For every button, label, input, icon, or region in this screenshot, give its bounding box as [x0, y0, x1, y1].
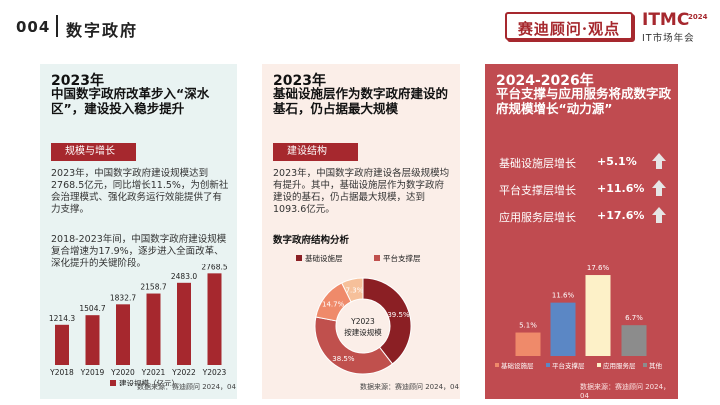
legend-swatch [296, 255, 302, 261]
legend-label: 应用服务层 [603, 361, 636, 370]
donut-center-label: Y2023 [350, 317, 375, 326]
legend-label: 建设规模（亿元） [119, 378, 179, 386]
growth-row-infrastructure: 基础设施层增长 +5.1% [499, 152, 669, 172]
growth-label: 应用服务层增长 [499, 211, 576, 224]
bar [585, 275, 611, 356]
legend-swatch [546, 363, 550, 367]
growth-label: 平台支撑层增长 [499, 184, 576, 197]
arrow-up-icon [651, 179, 667, 197]
brand-badge: 赛迪顾问·观点 [505, 12, 633, 40]
panel2-paragraph: 2023年，中国数字政府建设各层级规模均有提升。其中，基础设施层作为数字政府建设… [273, 168, 450, 215]
donut-slice [362, 277, 412, 365]
legend-swatch [495, 363, 499, 367]
panel3-year: 2024-2026年 [496, 73, 594, 89]
growth-value: +11.6% [597, 182, 645, 195]
x-tick-label: Y2019 [80, 368, 105, 377]
growth-value: +17.6% [597, 209, 645, 222]
panel1-tag: 规模与增长 [51, 143, 136, 161]
legend-label: 平台支撑层 [383, 253, 421, 263]
legend-swatch [374, 255, 380, 261]
legend-label: 平台支撑层 [552, 361, 585, 370]
slice-value-label: 7.3% [346, 286, 364, 294]
panel1-year: 2023年 [51, 73, 104, 89]
logo-year: 2024 [688, 13, 708, 21]
growth-bar-chart: 5.1% 11.6% 17.6% 6.7% 基础设施层 平台支撑层 应用服务层 其他 [495, 264, 663, 370]
panel1-headline: 中国数字政府改革步入“深水区”，建设投入稳步提升 [51, 86, 210, 116]
logo-subtitle: IT市场年会 [642, 33, 695, 44]
annual-scale-bar-chart: 1214.3 Y2018 1504.7 Y2019 1832.7 Y2020 2158.7 Y… [49, 264, 228, 386]
legend-swatch [110, 380, 116, 386]
panel-structure: 2023年 基础设施层作为数字政府建设的基石，仍占据最大规模 建设结构 2023… [262, 64, 460, 399]
panel2-year: 2023年 [273, 73, 326, 89]
bar-value-label: 17.6% [587, 264, 610, 272]
structure-chart-title: 数字政府结构分析 [273, 235, 350, 246]
bar-value-label: 2768.5 [201, 264, 227, 271]
panel-forecast: 2024-2026年 平台支撑与应用服务将成数字政府规模增长“动力源” 基础设施… [485, 64, 678, 400]
donut-center-label: 按建设规模 [344, 327, 382, 337]
bar-value-label: 1214.3 [49, 314, 75, 323]
bar [116, 304, 130, 365]
donut-slice [314, 316, 394, 375]
growth-value: +5.1% [597, 155, 637, 168]
bar-value-label: 6.7% [625, 314, 643, 322]
bar [177, 282, 191, 365]
legend-label: 其他 [649, 361, 663, 370]
donut-slice [341, 277, 364, 303]
page-header: 004 数字政府 赛迪顾问·观点 ITMC 2024 IT市场年会 [0, 0, 720, 48]
bar [85, 315, 100, 365]
panel1-paragraph-1: 2023年，中国数字政府建设规模达到2768.5亿元，同比增长11.5%，为创新… [51, 168, 229, 215]
legend-label: 基础设施层 [501, 361, 534, 370]
panel2-tag: 建设结构 [273, 143, 358, 161]
bar-value-label: 5.1% [519, 322, 537, 330]
page-title: 数字政府 [66, 21, 139, 40]
panel2-source: 数据来源：赛迪顾问 2024，04 [360, 383, 459, 391]
x-tick-label: Y2021 [141, 368, 166, 377]
bar [550, 302, 576, 356]
legend-label: 基础设施层 [305, 253, 343, 263]
slice-value-label: 38.5% [332, 355, 355, 363]
bar [207, 273, 222, 365]
x-tick-label: Y2022 [171, 368, 196, 377]
growth-label: 基础设施层增长 [499, 157, 576, 170]
x-tick-label: Y2023 [202, 368, 227, 377]
panel-scale-growth: 2023年 中国数字政府改革步入“深水区”，建设投入稳步提升 规模与增长 202… [40, 64, 237, 399]
brand-text: 赛迪顾问·观点 [517, 20, 621, 38]
bar [146, 293, 161, 365]
x-tick-label: Y2020 [110, 368, 135, 377]
growth-row-platform: 平台支撑层增长 +11.6% [499, 179, 669, 199]
bar [621, 325, 647, 356]
x-tick-label: Y2018 [49, 368, 74, 377]
bar [55, 324, 69, 365]
logo-word: ITMC [642, 10, 690, 30]
slice-value-label: 14.7% [322, 300, 345, 308]
slice-value-label: 39.5% [387, 311, 410, 319]
growth-row-application: 应用服务层增长 +17.6% [499, 206, 669, 226]
bar-value-label: 11.6% [552, 292, 575, 300]
panel1-source: 数据来源：赛迪顾问 2024，04 [137, 383, 236, 391]
itmc-logo: ITMC 2024 IT市场年会 [642, 10, 714, 44]
panel2-headline: 基础设施层作为数字政府建设的基石，仍占据最大规模 [273, 86, 449, 116]
bar-value-label: 1504.7 [79, 304, 105, 313]
arrow-up-icon [651, 152, 667, 170]
page-number: 004 [16, 18, 51, 36]
legend-swatch [597, 363, 601, 367]
legend-swatch [643, 363, 647, 367]
bar-value-label: 1832.7 [110, 293, 136, 302]
arrow-up-icon [651, 206, 667, 224]
bar-value-label: 2158.7 [140, 283, 166, 292]
bar [515, 332, 541, 356]
panel3-source: 数据来源：赛迪顾问 2024，04 [580, 383, 671, 400]
bar-value-label: 2483.0 [171, 272, 197, 281]
header-divider [56, 15, 58, 37]
panel3-headline: 平台支撑与应用服务将成数字政府规模增长“动力源” [496, 86, 672, 116]
panel1-paragraph-2: 2018-2023年间，中国数字政府建设规模复合增速为17.9%，逐步进入全面改… [51, 234, 227, 269]
